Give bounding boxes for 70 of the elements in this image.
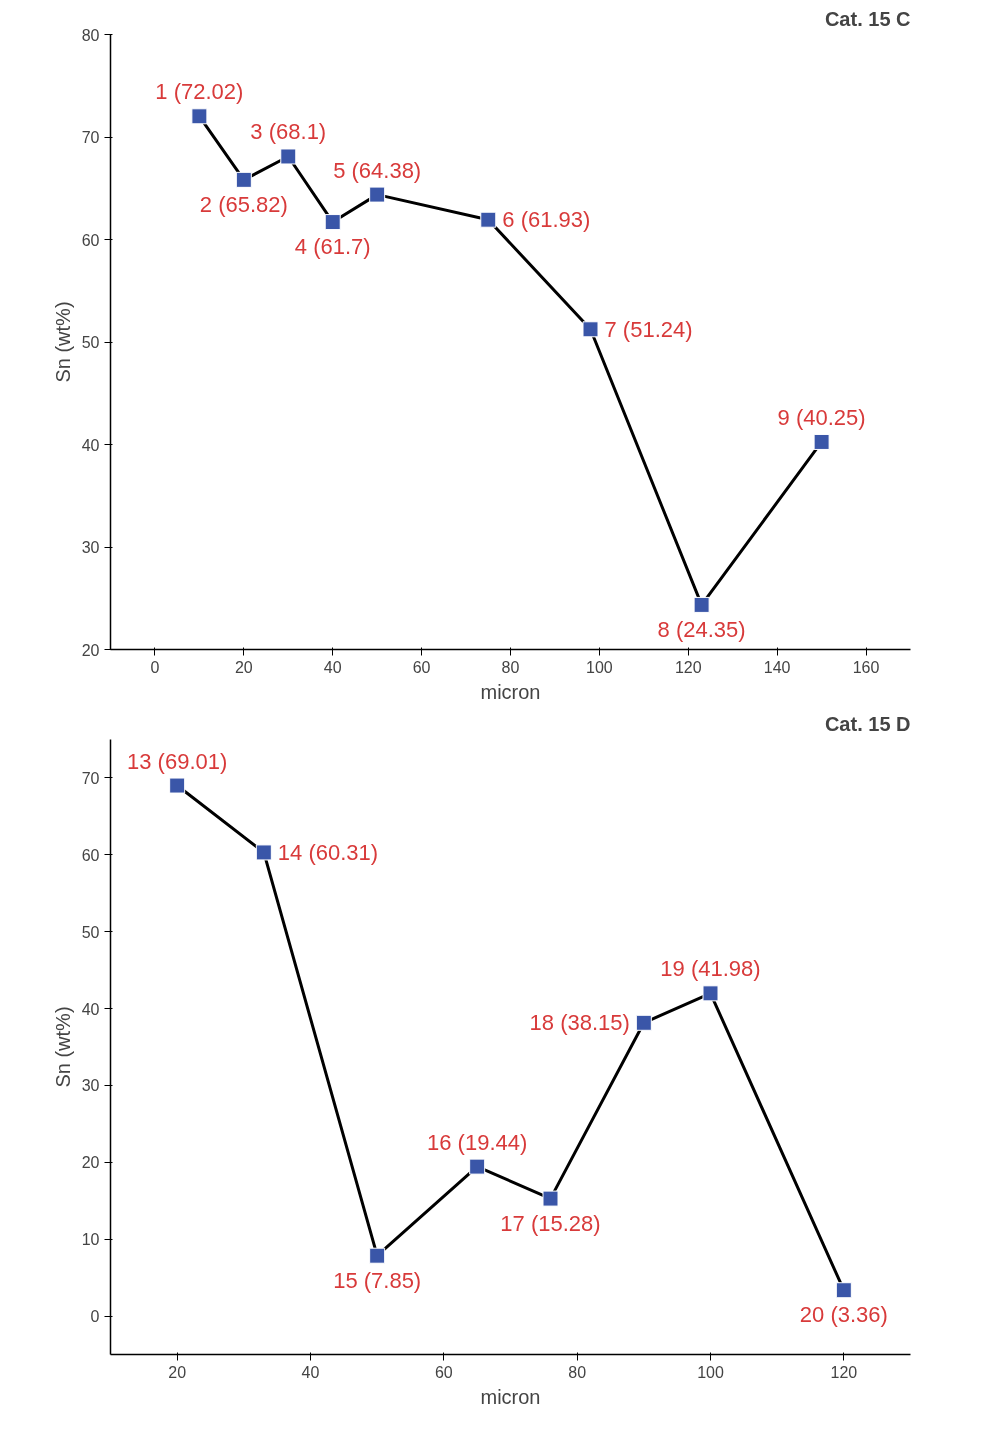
point [369, 1247, 386, 1264]
x-tick-label: 120 [830, 1363, 858, 1381]
y-tick-label: 30 [81, 539, 100, 556]
point [280, 148, 297, 165]
y-tick-label: 50 [81, 923, 100, 941]
data-label: 16 (19.44) [427, 1129, 528, 1155]
data-label: 14 (60.31) [277, 839, 379, 865]
point [324, 214, 341, 231]
point [235, 171, 252, 188]
point [702, 985, 719, 1002]
y-tick-label: 80 [81, 26, 100, 44]
x-tick-label: 140 [763, 658, 791, 676]
data-label: 7 (51.24) [604, 316, 693, 342]
point [542, 1190, 559, 1207]
point [469, 1158, 486, 1175]
data-label: 1 (72.02) [155, 79, 244, 105]
data-label: 20 (3.36) [799, 1302, 888, 1328]
data-label: 5 (64.38) [333, 157, 422, 183]
y-tick-label: 10 [81, 1231, 100, 1249]
point [635, 1014, 652, 1031]
y-axis-title: Sn (wt%) [51, 301, 74, 383]
x-tick-label: 20 [234, 658, 253, 676]
chart-title: Cat. 15 D [824, 712, 911, 735]
point [582, 321, 599, 338]
x-tick-label: 80 [501, 658, 520, 676]
x-tick-label: 80 [568, 1363, 587, 1381]
x-tick-label: 40 [301, 1363, 320, 1381]
data-label: 3 (68.1) [250, 119, 327, 145]
x-tick-label: 40 [323, 658, 342, 676]
data-label: 13 (69.01) [127, 748, 228, 774]
data-label: 19 (41.98) [660, 956, 761, 982]
point [255, 844, 272, 861]
data-label: 17 (15.28) [500, 1210, 601, 1236]
y-tick-label: 20 [81, 1154, 100, 1172]
y-tick-label: 60 [81, 846, 100, 864]
point [835, 1282, 852, 1299]
y-tick-label: 20 [81, 641, 100, 659]
point [169, 777, 186, 794]
chart-title: Cat. 15 C [824, 7, 911, 30]
x-axis-title: micron [480, 680, 541, 703]
x-tick-label: 100 [586, 658, 613, 676]
data-label: 2 (65.82) [199, 191, 288, 217]
point [693, 596, 710, 613]
data-label: 8 (24.35) [657, 616, 746, 642]
data-label: 6 (61.93) [502, 207, 591, 233]
data-label: 9 (40.25) [777, 404, 866, 430]
x-axis-title: micron [480, 1385, 541, 1408]
point [191, 108, 208, 125]
x-tick-label: 0 [150, 658, 160, 676]
y-tick-label: 60 [81, 231, 100, 249]
x-tick-label: 120 [674, 658, 702, 676]
x-tick-label: 60 [434, 1363, 453, 1381]
y-tick-label: 70 [81, 129, 100, 146]
data-label: 18 (38.15) [529, 1010, 630, 1036]
data-label: 4 (61.7) [294, 234, 371, 260]
x-tick-label: 20 [168, 1363, 187, 1381]
point [480, 211, 497, 228]
y-axis-title: Sn (wt%) [51, 1006, 74, 1088]
y-tick-label: 50 [81, 334, 100, 351]
y-tick-label: 0 [90, 1308, 100, 1326]
y-tick-label: 40 [81, 1000, 100, 1018]
data-label: 15 (7.85) [333, 1267, 422, 1293]
x-tick-label: 100 [697, 1363, 724, 1381]
point [813, 433, 830, 450]
y-tick-label: 70 [81, 769, 100, 787]
point [369, 186, 386, 203]
x-tick-label: 60 [412, 658, 431, 676]
x-tick-label: 160 [852, 658, 880, 676]
y-tick-label: 40 [81, 436, 100, 454]
y-tick-label: 30 [81, 1077, 100, 1095]
